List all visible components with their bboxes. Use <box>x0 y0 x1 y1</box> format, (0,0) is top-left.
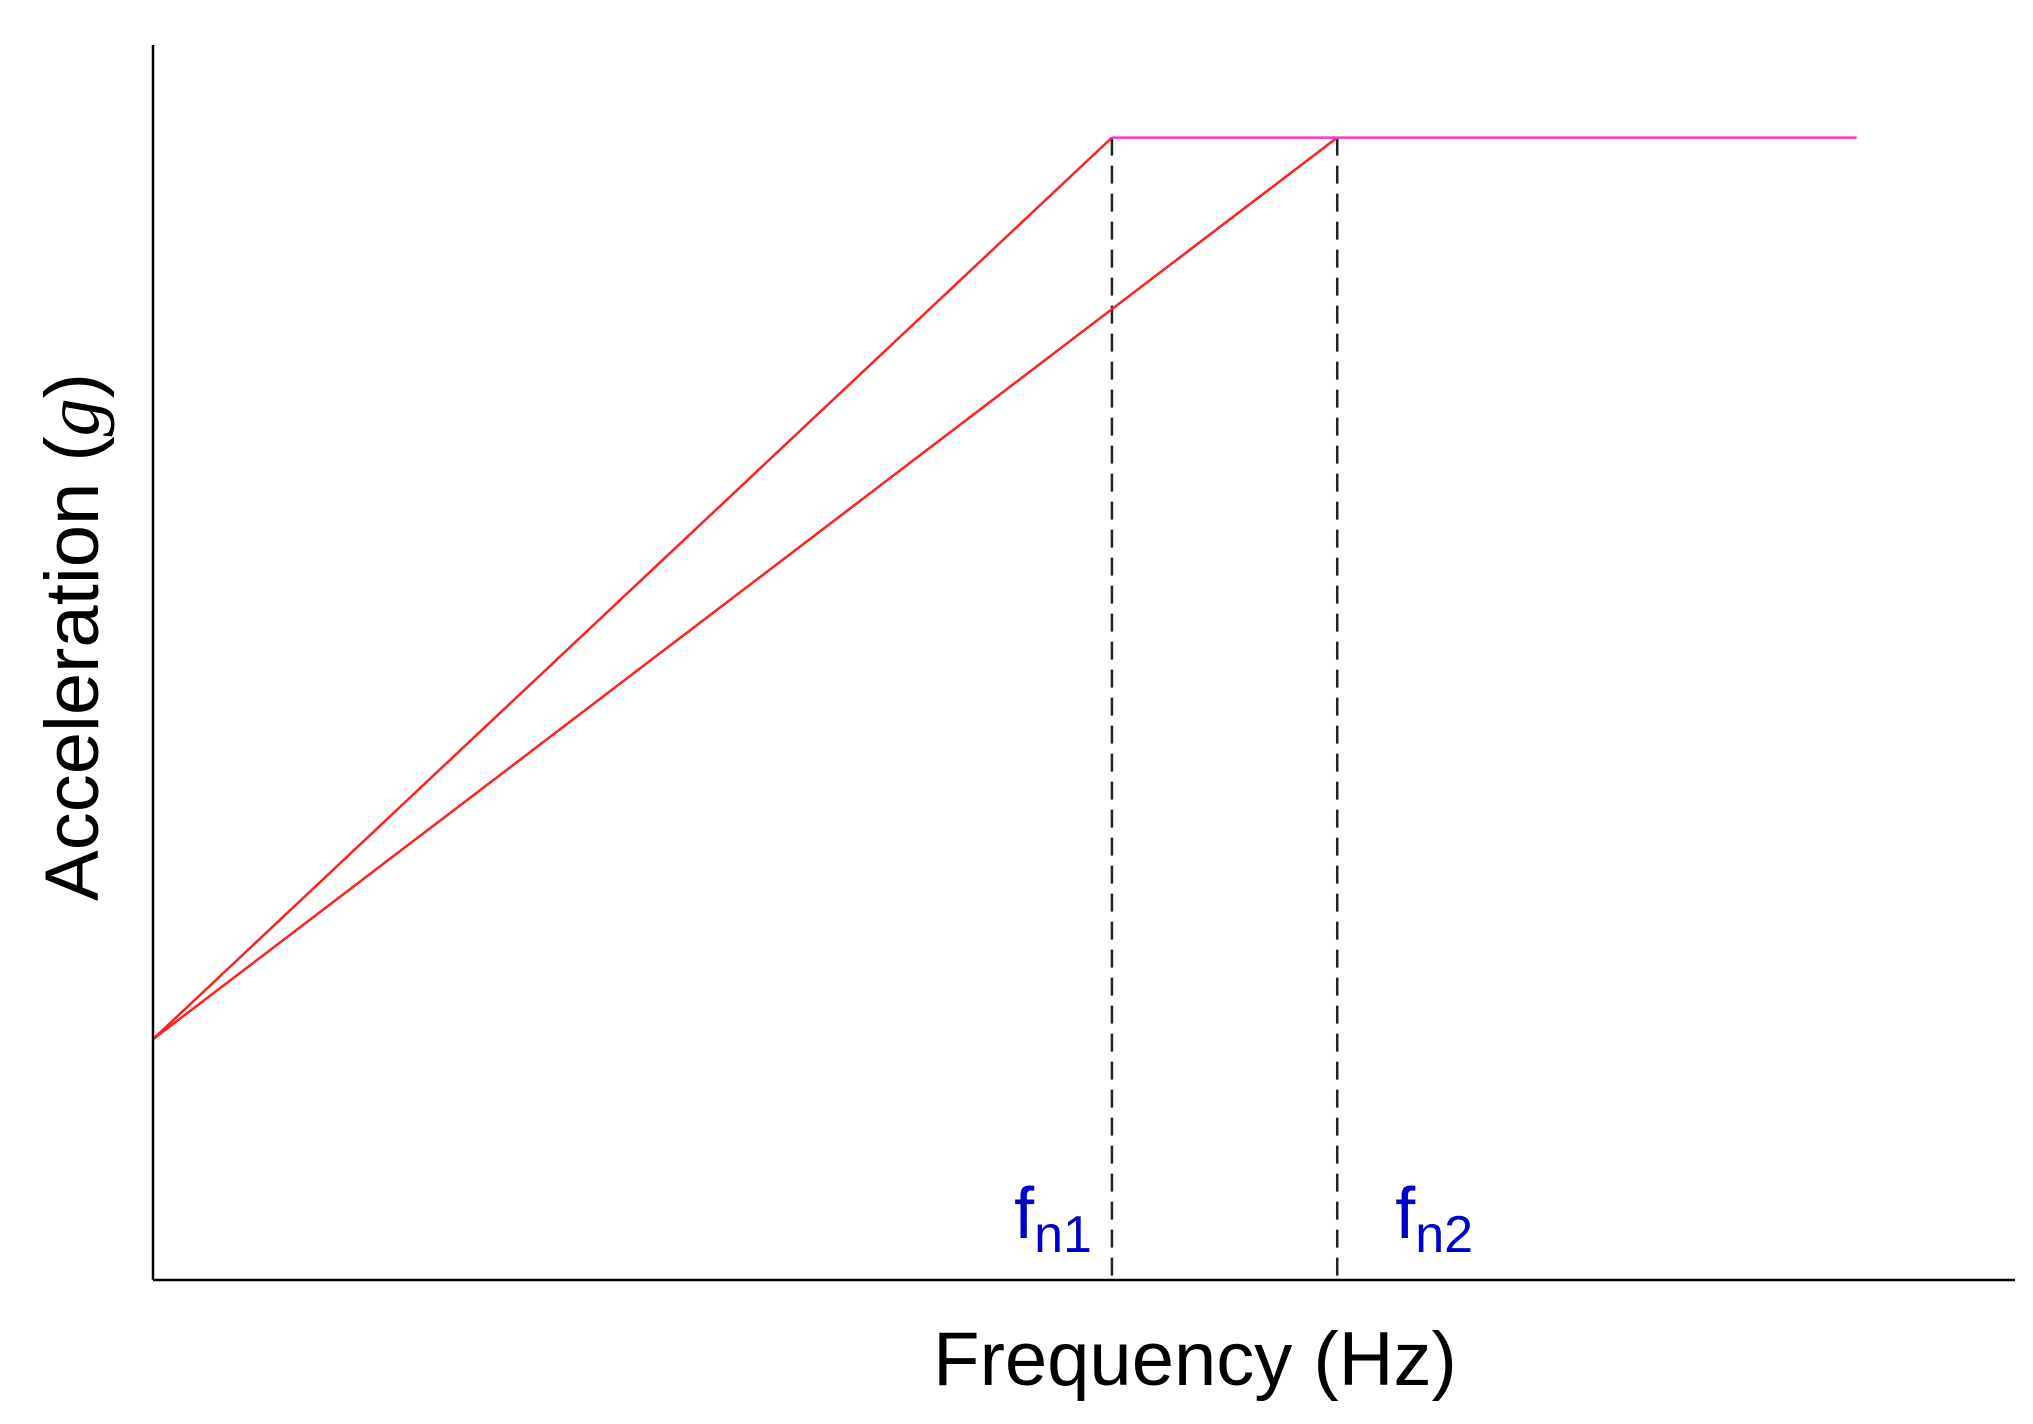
series-line-1 <box>152 136 1113 1041</box>
annotation-base-2: f <box>1395 1174 1416 1254</box>
annotation-base-1: f <box>1014 1174 1035 1254</box>
series-line-2 <box>152 136 1338 1041</box>
annotation-subscript-2: n2 <box>1415 1206 1473 1264</box>
annotation-n1: fn1 <box>1014 1174 1092 1264</box>
reference-lines <box>1110 137 1339 1280</box>
y-axis-label: Acceleration (g) <box>30 373 115 901</box>
y-axis-label-suffix: ) <box>30 373 115 398</box>
y-axis-label-symbol: g <box>31 398 115 436</box>
annotation-n2: fn2 <box>1395 1174 1473 1264</box>
annotations: fn1 fn2 <box>1014 1174 1473 1264</box>
series-group <box>152 136 1857 1041</box>
x-axis-label: Frequency (Hz) <box>933 1317 1457 1402</box>
y-axis-label-prefix: Acceleration ( <box>30 436 115 901</box>
annotation-subscript-1: n1 <box>1034 1206 1092 1264</box>
